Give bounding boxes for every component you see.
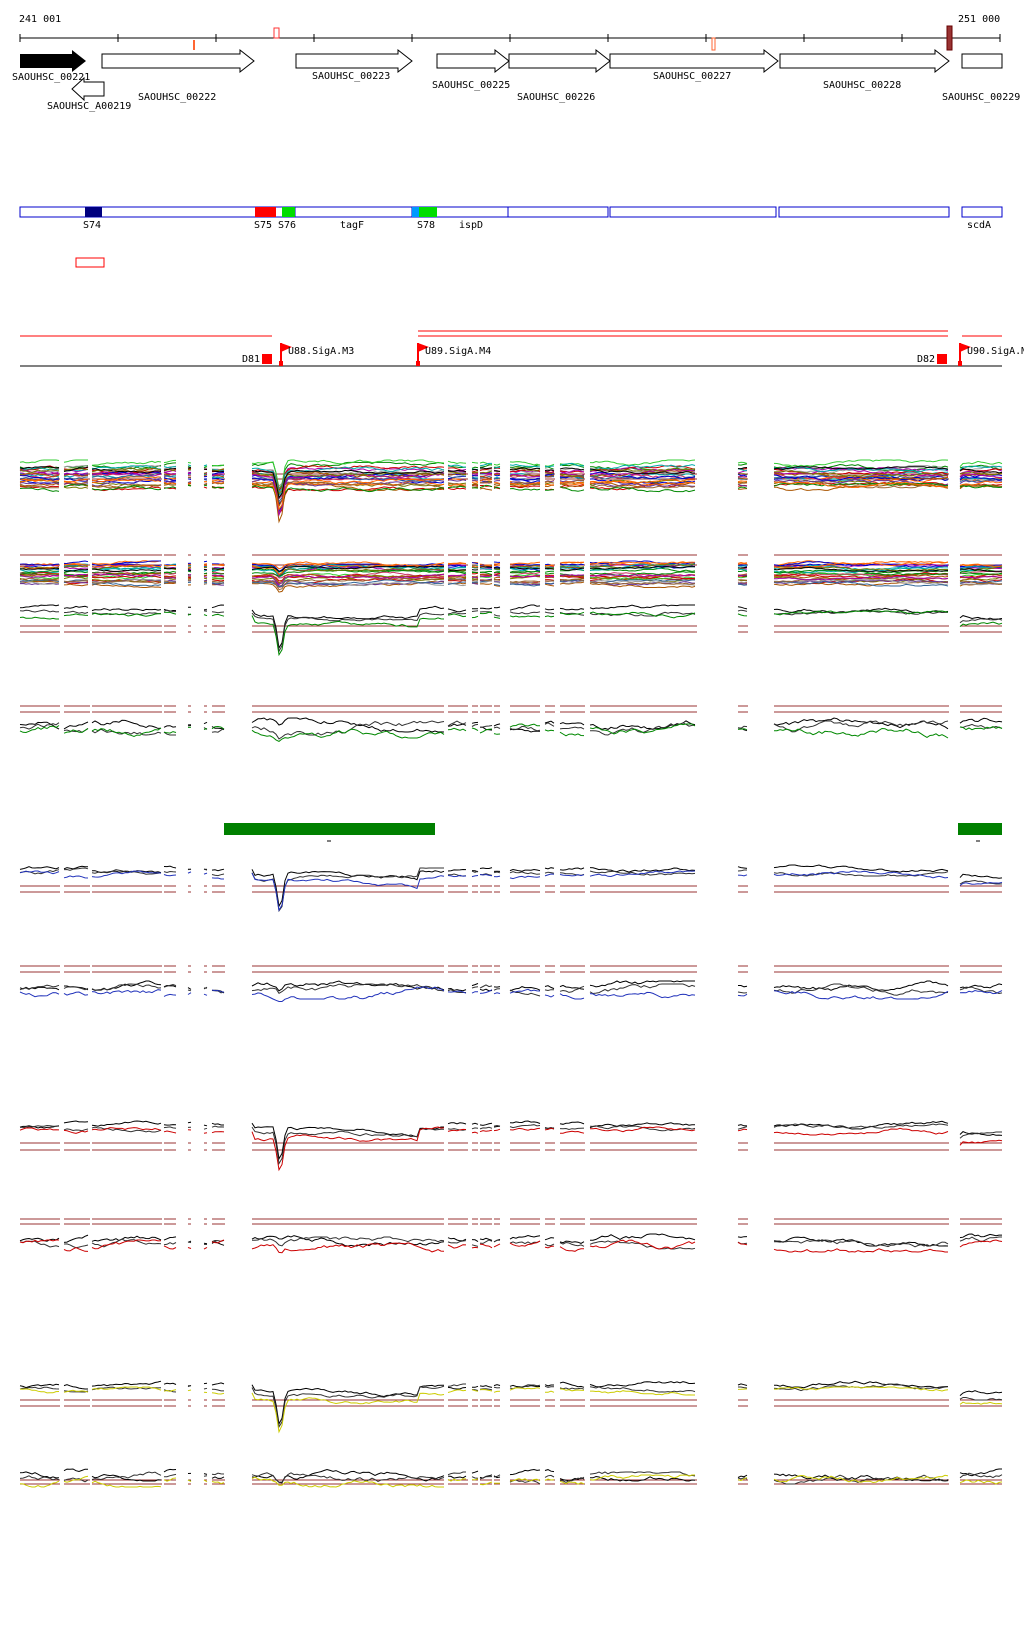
segment-label: S78 bbox=[417, 220, 435, 231]
promoter-label: U90.SigA.M bbox=[967, 346, 1024, 357]
promoter-label: U88.SigA.M3 bbox=[288, 346, 354, 357]
segment-bar[interactable] bbox=[778, 206, 950, 218]
segment-s76[interactable] bbox=[282, 207, 295, 217]
coord-end-label: 251 000 bbox=[958, 14, 1000, 25]
coord-start-label: 241 001 bbox=[19, 14, 61, 25]
track-red-bottom bbox=[19, 1218, 1003, 1254]
gene-box[interactable] bbox=[961, 53, 1003, 69]
promoter-label: D81 bbox=[242, 354, 260, 365]
ruler-marker bbox=[273, 27, 280, 39]
track-series bbox=[19, 980, 1003, 994]
track-multi-bottom bbox=[19, 554, 1003, 593]
track-blue-top bbox=[19, 864, 1003, 913]
highlight-bar[interactable] bbox=[958, 823, 1002, 835]
terminator-d82[interactable] bbox=[937, 354, 947, 364]
track-series bbox=[20, 1123, 1002, 1165]
track-series bbox=[19, 1386, 1003, 1434]
coordinate-ruler: 241 001 251 000 bbox=[19, 14, 1001, 51]
track-series bbox=[19, 566, 1003, 573]
segment-label: ispD bbox=[459, 220, 483, 231]
track-green-bottom bbox=[19, 705, 1003, 742]
track-series bbox=[19, 867, 1003, 913]
segment-marker[interactable] bbox=[75, 257, 105, 268]
gene-label: SAOUHSC_00223 bbox=[312, 71, 390, 82]
gene-arrow[interactable] bbox=[508, 48, 611, 74]
segment-s75[interactable] bbox=[255, 207, 276, 217]
track-series bbox=[19, 610, 1003, 657]
track-series bbox=[19, 466, 1003, 499]
gene-arrow[interactable] bbox=[71, 76, 105, 102]
gene-arrow[interactable] bbox=[436, 48, 510, 74]
segment-s78[interactable] bbox=[419, 207, 437, 217]
gene-arrow[interactable] bbox=[609, 48, 779, 74]
promoter-track: D81 U88.SigA.M3 U89.SigA.M4 D82 U90.SigA… bbox=[20, 330, 1024, 367]
gene-arrow[interactable] bbox=[20, 50, 86, 72]
track-blue-bottom bbox=[19, 965, 1003, 1002]
track-series bbox=[19, 478, 1003, 511]
track-green-top bbox=[19, 604, 1003, 657]
track-series bbox=[19, 1239, 1003, 1254]
gene-label: SAOUHSC_00221 bbox=[12, 72, 90, 83]
promoter-flag[interactable] bbox=[281, 343, 292, 352]
track-series bbox=[19, 474, 1003, 513]
gene-label: SAOUHSC_00227 bbox=[653, 71, 731, 82]
gene-label: SAOUHSC_A00219 bbox=[47, 101, 131, 112]
segment-label: S76 bbox=[278, 220, 296, 231]
track-series bbox=[19, 1126, 1003, 1172]
track-series bbox=[19, 573, 1003, 586]
highlight-bar[interactable] bbox=[224, 823, 435, 835]
track-series bbox=[19, 717, 1003, 733]
track-series bbox=[19, 986, 1003, 1002]
segment-bar[interactable] bbox=[609, 206, 777, 218]
segment-s74[interactable] bbox=[85, 207, 102, 217]
segment-s78-start[interactable] bbox=[412, 207, 419, 217]
ruler-ticks bbox=[19, 34, 1001, 42]
segment-label: tagF bbox=[340, 220, 364, 231]
ruler-marker bbox=[193, 40, 195, 50]
terminator-d81[interactable] bbox=[262, 354, 272, 364]
track-yellow-bottom bbox=[19, 1468, 1003, 1488]
track-series bbox=[19, 1474, 1003, 1488]
track-series bbox=[19, 1471, 1003, 1485]
segment-bar[interactable] bbox=[961, 206, 1003, 218]
gene-label: SAOUHSC_00228 bbox=[823, 80, 901, 91]
gene-label: SAOUHSC_00225 bbox=[432, 80, 510, 91]
ruler-marker bbox=[711, 37, 716, 51]
track-series bbox=[19, 1236, 1002, 1250]
expression-tracks bbox=[19, 459, 1003, 1488]
track-series bbox=[19, 459, 1003, 491]
promoter-label: U89.SigA.M4 bbox=[425, 346, 491, 357]
track-yellow-top bbox=[19, 1380, 1003, 1434]
segment-track: S74 S75 S76 tagF S78 ispD scdA bbox=[19, 206, 1003, 268]
segment-label: S74 bbox=[83, 220, 101, 231]
segment-bar[interactable] bbox=[507, 206, 609, 218]
track-series bbox=[19, 608, 1003, 653]
highlight-track bbox=[224, 823, 1002, 842]
segment-label: S75 bbox=[254, 220, 272, 231]
gene-track: SAOUHSC_00221 SAOUHSC_A00219 SAOUHSC_002… bbox=[12, 48, 1020, 112]
ruler-marker bbox=[946, 25, 953, 51]
promoter-flag[interactable] bbox=[960, 343, 971, 352]
gene-arrow[interactable] bbox=[101, 48, 255, 74]
track-multi-top bbox=[19, 459, 1003, 524]
promoter-flag[interactable] bbox=[418, 343, 429, 352]
track-series bbox=[19, 468, 1002, 517]
track-series bbox=[19, 870, 1003, 912]
gene-arrow[interactable] bbox=[295, 48, 413, 74]
track-series bbox=[19, 723, 1003, 742]
segment-label: scdA bbox=[967, 220, 991, 231]
promoter-label: D82 bbox=[917, 354, 935, 365]
track-series bbox=[19, 1383, 1003, 1429]
gene-label: SAOUHSC_00226 bbox=[517, 92, 595, 103]
gene-label: SAOUHSC_00229 bbox=[942, 92, 1020, 103]
gene-label: SAOUHSC_00222 bbox=[138, 92, 216, 103]
track-series bbox=[19, 483, 1003, 511]
track-red-top bbox=[19, 1120, 1003, 1172]
gene-arrow[interactable] bbox=[779, 48, 950, 74]
